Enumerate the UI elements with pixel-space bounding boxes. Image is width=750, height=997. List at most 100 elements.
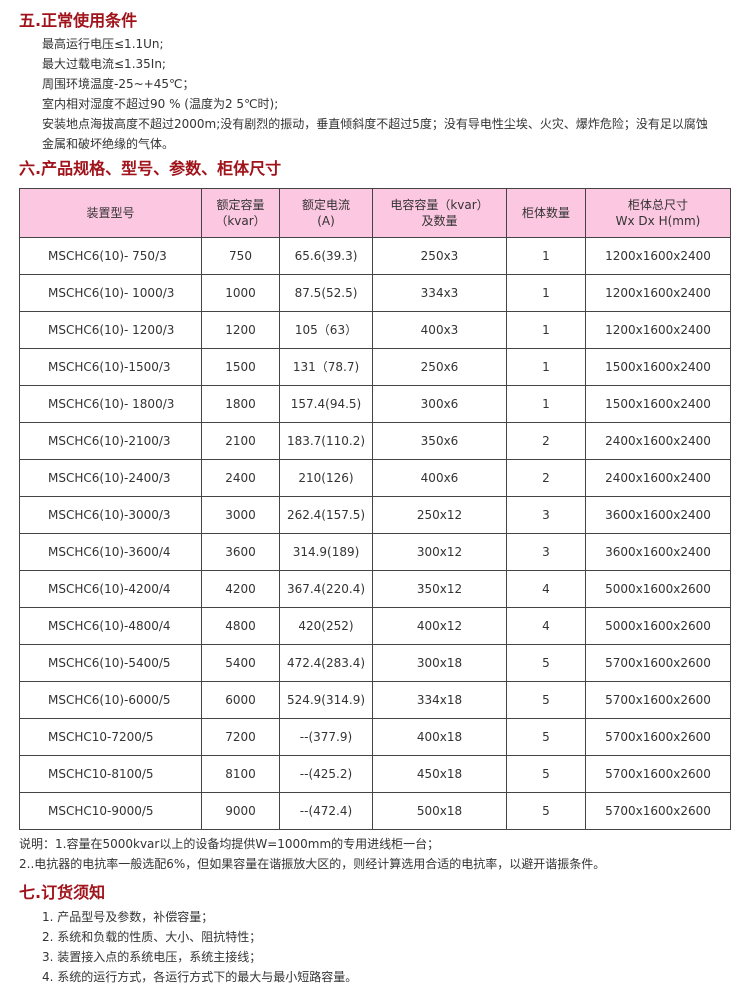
table-cell: MSCHC6(10)-6000/5 xyxy=(19,681,202,719)
table-cell: 472.4(283.4) xyxy=(279,644,373,682)
table-cell: MSCHC6(10)-3000/3 xyxy=(19,496,202,534)
order-item: 3. 装置接入点的系统电压，系统主接线； xyxy=(42,950,262,964)
column-header-line: (A) xyxy=(317,214,335,228)
table-row: MSCHC6(10)- 750/3 750 65.6(39.3) 250x3 1 1200… xyxy=(19,237,731,275)
table-cell: MSCHC6(10)-5400/5 xyxy=(19,644,202,682)
table-cell: 1800 xyxy=(201,385,280,423)
section5-title: 五.正常使用条件 xyxy=(19,11,138,30)
table-cell: 420(252) xyxy=(279,607,373,645)
table-cell: MSCHC6(10)- 1000/3 xyxy=(19,274,202,312)
table-row: MSCHC6(10)-2100/3 2100 183.7(110.2) 350x6 2 2… xyxy=(19,422,731,460)
table-cell: 2 xyxy=(506,459,586,497)
table-cell: 5 xyxy=(506,718,586,756)
table-cell: 2 xyxy=(506,422,586,460)
section6-title: 六.产品规格、型号、参数、柜体尺寸 xyxy=(19,159,282,178)
table-cell: MSCHC6(10)-4200/4 xyxy=(19,570,202,608)
table-cell: 300x18 xyxy=(372,644,507,682)
table-cell: 2400x1600x2400 xyxy=(585,422,731,460)
table-cell: MSCHC6(10)-1500/3 xyxy=(19,348,202,386)
column-header-line: 柜体总尺寸 xyxy=(627,198,688,212)
table-header-row: 装置型号 额定容量 （kvar） 额定电流 (A) 电容容量（kvar） 及数量 柜体数量 柜体… xyxy=(19,188,731,238)
table-cell: 5700x1600x2600 xyxy=(585,718,731,756)
table-cell: MSCHC10-9000/5 xyxy=(19,792,202,830)
column-header: 柜体数量 xyxy=(506,188,586,238)
condition-item: 最大过载电流≤1.35In; xyxy=(42,57,166,71)
table-cell: 250x6 xyxy=(372,348,507,386)
table-row: MSCHC6(10)-1500/3 1500 131（78.7) 250x6 1 1500… xyxy=(19,348,731,386)
column-header-line: 额定容量 xyxy=(216,198,265,212)
table-cell: 4 xyxy=(506,607,586,645)
table-cell: 157.4(94.5) xyxy=(279,385,373,423)
table-row: MSCHC6(10)-4800/4 4800 420(252) 400x12 4 5000… xyxy=(19,607,731,645)
table-row: MSCHC6(10)- 1800/3 1800 157.4(94.5) 300x6 1 1… xyxy=(19,385,731,423)
column-header-line: 及数量 xyxy=(421,214,458,228)
table-row: MSCHC6(10)-2400/3 2400 210(126) 400x6 2 2400x… xyxy=(19,459,731,497)
table-row: MSCHC6(10)- 1200/3 1200 105（63） 400x3 1 1200x… xyxy=(19,311,731,349)
table-cell: 3 xyxy=(506,533,586,571)
table-cell: 1 xyxy=(506,385,586,423)
table-cell: 400x6 xyxy=(372,459,507,497)
condition-item: 安装地点海拔高度不超过2000m;没有剧烈的振动，垂直倾斜度不超过5度；没有导电… xyxy=(42,117,708,131)
table-cell: 5000x1600x2600 xyxy=(585,607,731,645)
table-cell: 5700x1600x2600 xyxy=(585,644,731,682)
column-header: 装置型号 xyxy=(19,188,202,238)
table-cell: 1200 xyxy=(201,311,280,349)
table-cell: 5700x1600x2600 xyxy=(585,792,731,830)
table-cell: 3600x1600x2400 xyxy=(585,533,731,571)
table-cell: 4200 xyxy=(201,570,280,608)
table-cell: 2400 xyxy=(201,459,280,497)
table-row: MSCHC6(10)-5400/5 5400 472.4(283.4) 300x18 5… xyxy=(19,644,731,682)
table-cell: 210(126) xyxy=(279,459,373,497)
column-header-line: 装置型号 xyxy=(86,206,135,220)
notes: 说明：1.容量在5000kvar以上的设备均提供W=1000mm的专用进线柜一台… xyxy=(19,834,740,874)
table-cell: 314.9(189) xyxy=(279,533,373,571)
table-cell: 400x18 xyxy=(372,718,507,756)
table-cell: 1200x1600x2400 xyxy=(585,237,731,275)
table-cell: 2100 xyxy=(201,422,280,460)
table-cell: 524.9(314.9) xyxy=(279,681,373,719)
table-cell: 65.6(39.3) xyxy=(279,237,373,275)
table-cell: 1 xyxy=(506,237,586,275)
spec-table: 装置型号 额定容量 （kvar） 额定电流 (A) 电容容量（kvar） 及数量 柜体数量 柜体… xyxy=(19,188,731,830)
condition-item: 室内相对湿度不超过90 % (温度为2 5℃时); xyxy=(42,97,279,111)
table-cell: 400x3 xyxy=(372,311,507,349)
table-row: MSCHC6(10)-3600/4 3600 314.9(189) 300x12 3 36… xyxy=(19,533,731,571)
table-cell: 350x6 xyxy=(372,422,507,460)
table-cell: --(472.4) xyxy=(279,792,373,830)
table-cell: 7200 xyxy=(201,718,280,756)
table-cell: 1500 xyxy=(201,348,280,386)
table-cell: 334x18 xyxy=(372,681,507,719)
column-header-line: 额定电流 xyxy=(301,198,350,212)
table-cell: 400x12 xyxy=(372,607,507,645)
table-row: MSCHC6(10)-3000/3 3000 262.4(157.5) 250x12 3… xyxy=(19,496,731,534)
table-cell: MSCHC6(10)-3600/4 xyxy=(19,533,202,571)
table-cell: 6000 xyxy=(201,681,280,719)
table-cell: 3600x1600x2400 xyxy=(585,496,731,534)
table-cell: 3 xyxy=(506,496,586,534)
table-cell: MSCHC6(10)-2400/3 xyxy=(19,459,202,497)
table-cell: 1 xyxy=(506,348,586,386)
table-cell: 350x12 xyxy=(372,570,507,608)
table-cell: MSCHC10-8100/5 xyxy=(19,755,202,793)
conditions-list: 最高运行电压≤1.1Un; 最大过载电流≤1.35In; 周围环境温度-25~+… xyxy=(42,34,740,154)
table-cell: 5700x1600x2600 xyxy=(585,755,731,793)
table-cell: 1 xyxy=(506,274,586,312)
table-cell: 5 xyxy=(506,755,586,793)
table-cell: 4 xyxy=(506,570,586,608)
note: 2..电抗器的电抗率一般选配6%，但如果容量在谐振放大区的，则经计算选用合适的电… xyxy=(19,857,606,871)
table-cell: 334x3 xyxy=(372,274,507,312)
table-cell: 9000 xyxy=(201,792,280,830)
table-cell: 500x18 xyxy=(372,792,507,830)
table-cell: --(425.2) xyxy=(279,755,373,793)
table-cell: 450x18 xyxy=(372,755,507,793)
section7-title: 七.订货须知 xyxy=(19,883,106,902)
table-cell: 105（63） xyxy=(279,311,373,349)
table-row: MSCHC6(10)-6000/5 6000 524.9(314.9) 334x18 5… xyxy=(19,681,731,719)
table-cell: 2400x1600x2400 xyxy=(585,459,731,497)
table-row: MSCHC6(10)- 1000/3 1000 87.5(52.5) 334x3 1 12… xyxy=(19,274,731,312)
column-header: 柜体总尺寸 Wx Dx H(mm) xyxy=(585,188,731,238)
table-cell: 1000 xyxy=(201,274,280,312)
table-cell: 3600 xyxy=(201,533,280,571)
table-row: MSCHC10-9000/5 9000 --(472.4) 500x18 5 5700x1… xyxy=(19,792,731,830)
